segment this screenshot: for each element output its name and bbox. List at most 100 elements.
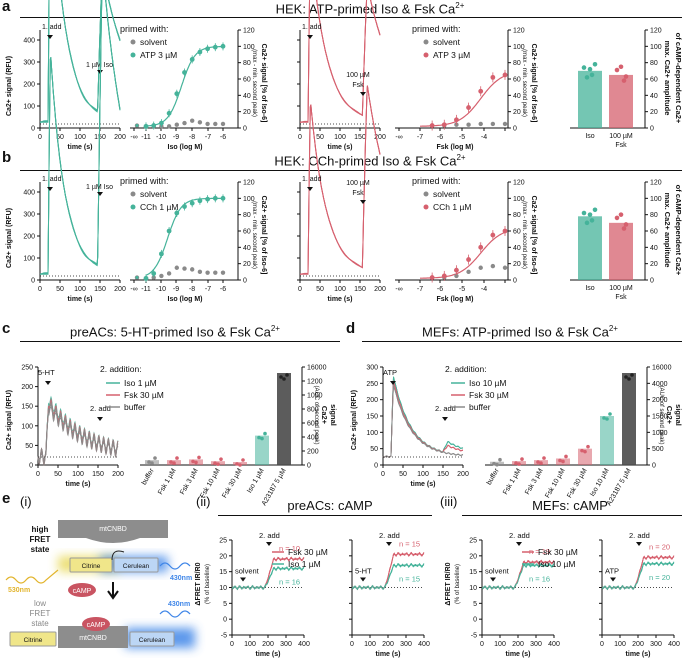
mtcnbd-domain [58,520,168,543]
fret-y-tick-label: 20 [219,553,227,560]
primed-point [151,123,157,128]
second-add-label: 2. add [379,531,400,540]
a-iso-trace-y-tick-label: 100 [23,256,35,263]
amp-bar-y-tick-label: 40 [650,245,658,252]
d-bar-point [539,461,543,465]
fret-y-tick-label: 10 [469,585,477,592]
bar-point-fsk [618,64,624,70]
c-trace-y-tick-label: 150 [21,404,33,411]
bar-label-fsk: Fsk [615,142,627,149]
iso-ca-trace [39,0,121,123]
fret-x-tick-label: 400 [668,641,680,648]
fsk-trace-x-tick-label: 100 [334,134,346,141]
d-bar-cat: A23187 5 µM [606,467,633,507]
primed-point [197,198,203,204]
legend-title: primed with: [120,24,169,34]
legend-swatch-solvent [130,39,136,45]
fsk-add-label: Fsk [352,190,364,197]
legend-title: primed with: [412,24,461,34]
emission-wave-low [159,610,191,618]
legend-label: Iso 10 µM [469,378,507,388]
legend-label-primed: ATP 3 µM [140,50,177,60]
c-trace-x-tick-label: 150 [92,471,104,478]
legend-swatch-solvent [130,191,136,197]
primed-point [174,91,180,97]
primed-point [182,70,187,75]
legend-label: Iso 1 µM [124,378,157,388]
iso-curve-x-tick-label: -7 [205,134,211,141]
primed-point [143,275,149,281]
y-axis-title: Ca2+ signal (RFU) [6,390,13,450]
x-axis-title: time (s) [256,651,281,658]
c-bar-point [216,462,220,466]
fret-x-tick-label: 0 [600,641,604,648]
y-axis-title: signal [674,404,683,426]
fret-x-tick-label: 0 [350,641,354,648]
bar-label-iso: Iso [585,285,594,292]
fsk-curve-y-tick-label: 20 [513,109,521,116]
second-add-marker [266,542,272,546]
fsk-trace-x-tick-label: 0 [298,134,302,141]
y-axis-title: ΔFRET IR/R0 [445,562,452,605]
prime-add-label: 1. add [42,176,62,183]
citrine-box [69,557,113,573]
bar-point-iso [587,66,593,72]
bar-point-fsk [618,212,624,217]
c-bar-6 [277,373,291,465]
y-axis-title: of cAMP-dependent Ca2+ [674,185,683,276]
y-axis-title: Ca2+ signal [% of Iso-6] [260,196,267,275]
prime-label: ATP [605,567,619,576]
fret-x-tick-label: 100 [614,641,626,648]
fsk-curve-y-tick-label: 40 [513,245,521,252]
amp-bar-y-tick-label: 100 [650,44,662,51]
x-axis-title: time (s) [506,651,531,658]
fsk-trace-x-tick-label: 150 [354,134,366,141]
d-bar-y-tick-label: 16000 [652,365,672,372]
c-trace-y-tick-label: 100 [21,423,33,430]
c-trace-x-tick-label: 200 [112,471,124,478]
d-bar-point [514,461,518,465]
primed-point [159,120,164,126]
prime-add-marker [47,187,53,191]
d-bar-point [583,449,587,454]
primed-point [182,204,187,209]
iso-curve-x-tick-label: -8 [189,286,195,293]
x-axis-title: time (s) [68,296,93,303]
iso-curve-y-tick-label: 80 [243,60,251,67]
camp-molecule [68,583,96,597]
solvent-point [166,271,172,276]
iso-curve-x-tick-label: -8 [189,134,195,141]
c-bar-cat: Fsk 10 µM [199,467,222,499]
fret-y-tick-label: 5 [223,601,227,608]
d-ca-trace [382,381,463,458]
second-add-marker [386,542,392,546]
camp-bound-label: cAMP [87,622,106,629]
c-trace-y-tick-label: 200 [21,384,33,391]
fsk-curve-y-tick-label: 120 [513,28,525,35]
legend-swatch-primed [130,52,136,58]
second-add-marker [636,542,642,546]
a-iso-trace-y-tick-label: 0 [31,278,35,285]
d-bar-point [558,458,562,463]
c-trace-x-tick-label: 0 [36,471,40,478]
citrine-label-low: Citrine [24,637,43,644]
legend-swatch-solvent [423,191,429,197]
solvent-point [166,124,172,129]
primed-point [454,117,459,123]
second-add-marker [442,417,448,421]
d-trace-y-tick-label: 300 [366,365,378,372]
d-ca-trace [382,380,464,458]
n-label: n = 15 [399,574,420,583]
fret-y-tick-label: 25 [219,538,227,545]
bar-label-fsk: 100 µM [609,285,633,292]
prime-marker [610,577,616,582]
emission-wavelength: 430nm [170,575,192,582]
amp-bar-y-tick-label: 120 [650,180,662,187]
prime-marker [240,577,246,582]
camp-bound [82,617,110,631]
d-bar-y-tick-label: 1500 [652,414,668,421]
legend-title: 2. addition: [100,364,142,374]
panel-a-letter: a [2,0,11,15]
c-ca-trace [37,400,119,467]
fsk-curve-y-tick-label: 80 [513,60,521,67]
